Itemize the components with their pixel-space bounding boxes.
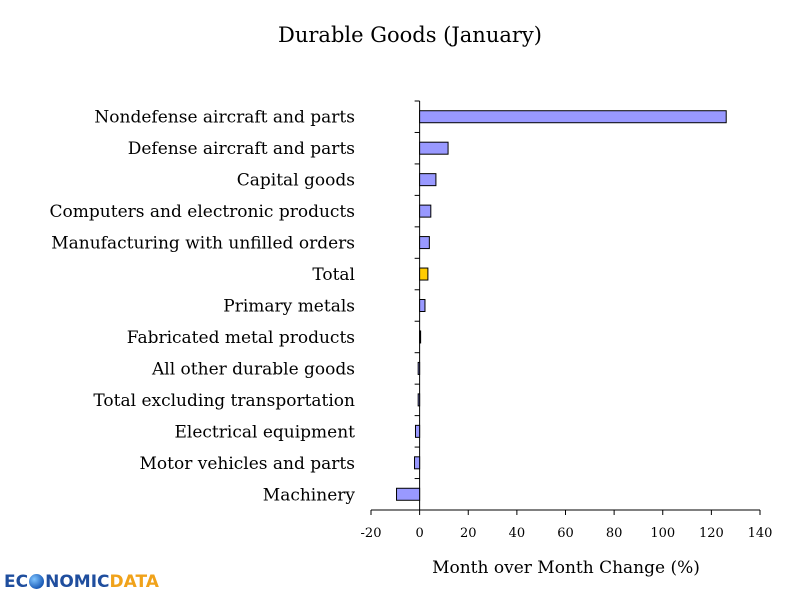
category-label: Machinery — [263, 485, 356, 505]
bar — [419, 141, 449, 155]
x-axis-title: Month over Month Change (%) — [432, 558, 700, 578]
category-label: Total — [312, 265, 355, 285]
x-tick-label: 100 — [650, 526, 675, 541]
plot-area: -20 0 20 40 60 80 100 120 140 Nondefense aircraft… — [50, 100, 773, 541]
bar — [419, 204, 432, 218]
x-tick-label: 120 — [699, 526, 724, 541]
bar — [396, 487, 421, 501]
logo-text-part1: EC — [4, 572, 29, 592]
category-label: Motor vehicles and parts — [139, 454, 355, 474]
category-label: Fabricated metal products — [127, 328, 355, 348]
category-label: Total excluding transportation — [93, 391, 355, 411]
category-label: Defense aircraft and parts — [128, 139, 355, 159]
x-tick-label: 20 — [460, 526, 477, 541]
bar — [419, 110, 727, 124]
chart-title: Durable Goods (January) — [278, 23, 542, 47]
x-tick-label: 0 — [415, 526, 423, 541]
category-label: Manufacturing with unfilled orders — [51, 234, 355, 254]
bar — [414, 424, 421, 438]
category-label: Capital goods — [237, 171, 355, 191]
category-label: Electrical equipment — [175, 422, 356, 442]
category-label: All other durable goods — [151, 359, 355, 379]
x-tick-label: 40 — [509, 526, 526, 541]
bar — [419, 267, 429, 281]
bar — [419, 236, 430, 250]
bar — [417, 361, 421, 375]
x-tick-label: 60 — [557, 526, 574, 541]
category-label: Computers and electronic products — [50, 202, 355, 222]
bar — [414, 456, 421, 470]
bar — [419, 299, 426, 312]
economicdata-logo: EC NOMICDATA — [4, 572, 159, 592]
x-tick-label: 140 — [748, 526, 773, 541]
bar — [417, 393, 421, 407]
logo-text-part2: NOMIC — [45, 572, 110, 592]
category-label: Nondefense aircraft and parts — [94, 108, 355, 128]
x-tick-label: -20 — [361, 526, 382, 541]
x-tick-label: 80 — [606, 526, 623, 541]
logo-text-part3: DATA — [109, 572, 159, 592]
category-label: Primary metals — [223, 297, 355, 317]
globe-icon — [29, 574, 45, 589]
bar — [419, 330, 422, 344]
bar — [419, 173, 437, 187]
